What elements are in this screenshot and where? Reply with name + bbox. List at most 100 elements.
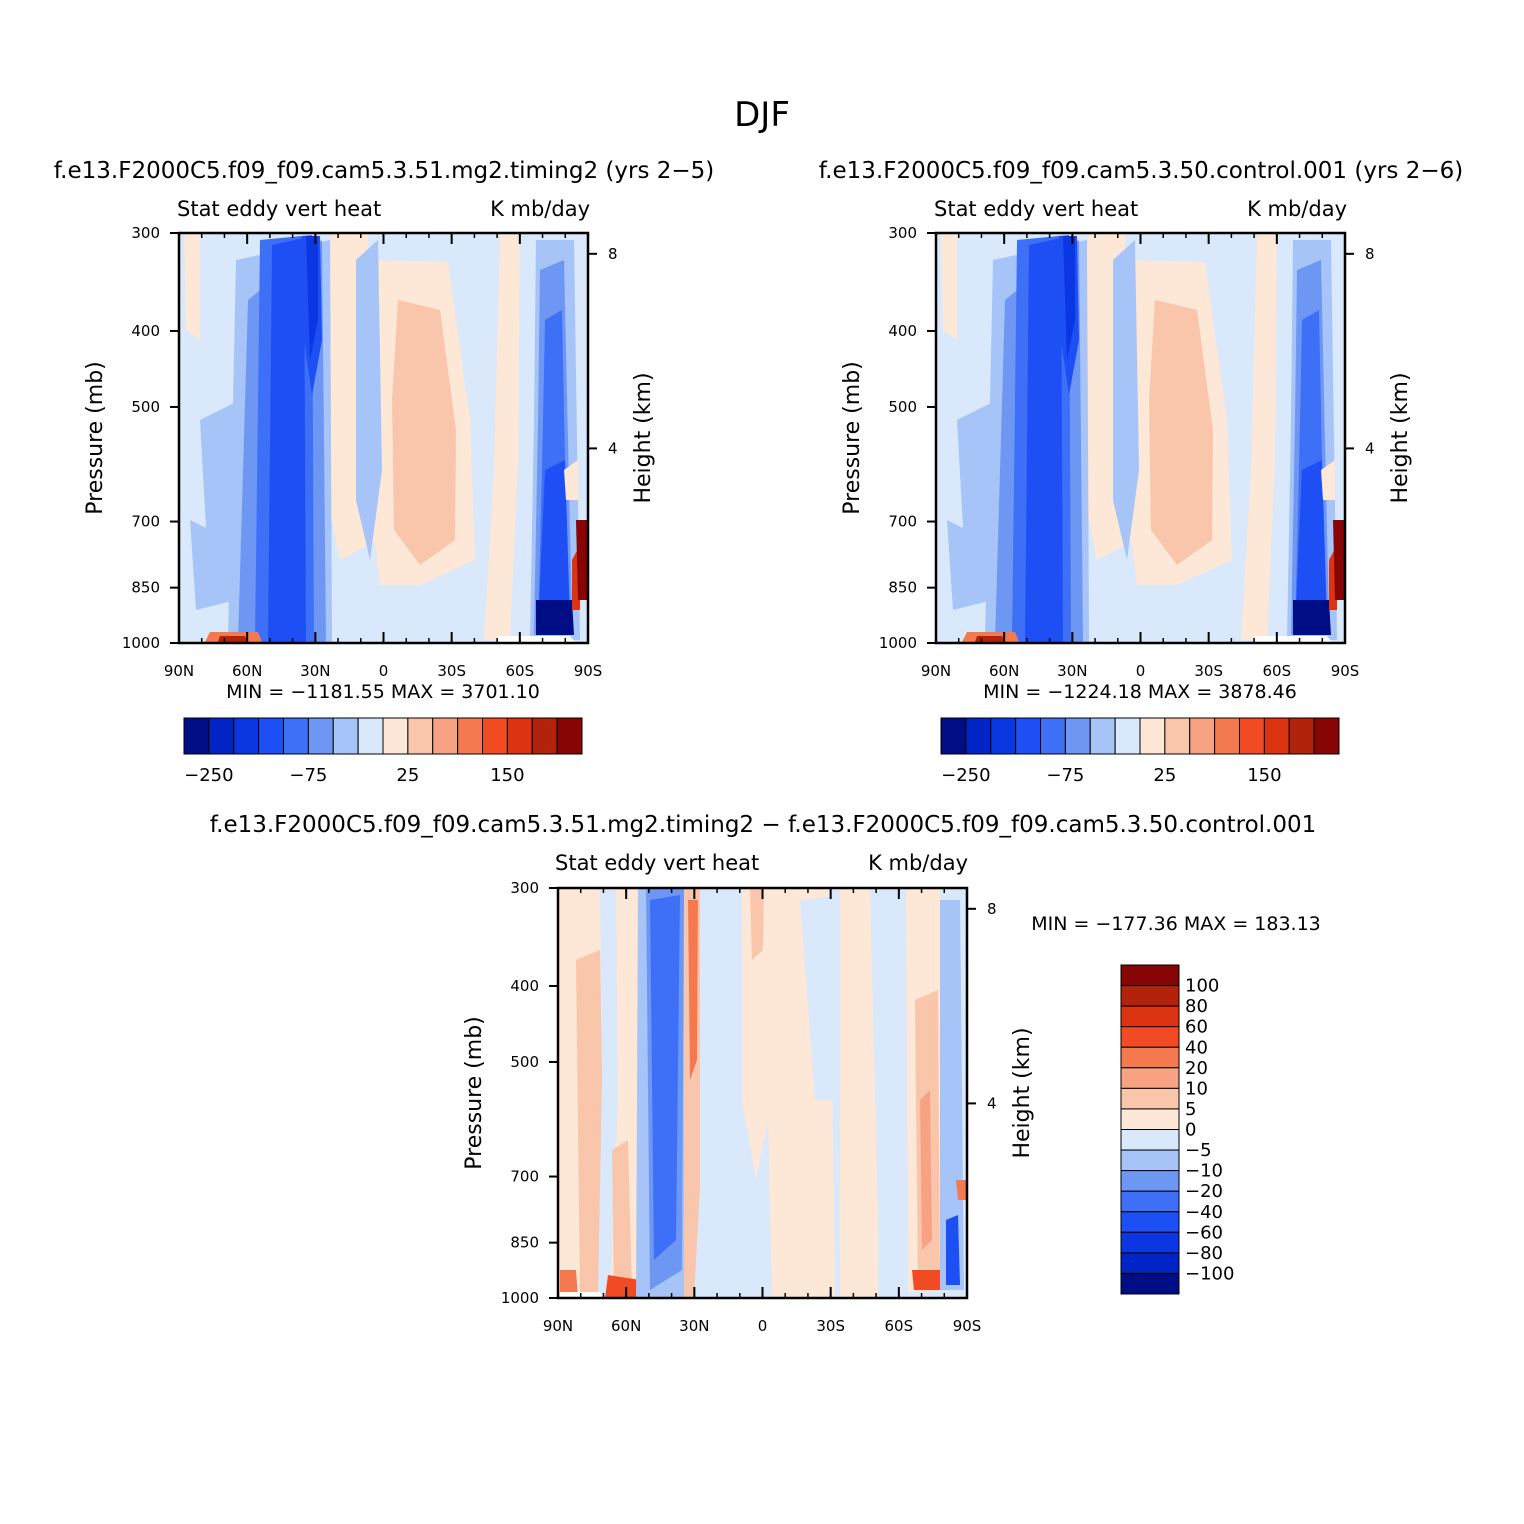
- colorbar-label: 0: [1185, 1120, 1196, 1141]
- height-tick-label: 8: [608, 245, 618, 263]
- panel-3-ylabel-right: Height (km): [1010, 1027, 1035, 1158]
- colorbar-box: [407, 717, 434, 755]
- colorbar-label: 25: [396, 765, 419, 786]
- colorbar-label: −20: [1185, 1181, 1223, 1202]
- colorbar-label: 100: [1185, 976, 1219, 997]
- colorbar-label: −60: [1185, 1222, 1223, 1243]
- colorbar-box: [1120, 964, 1180, 987]
- x-tick-label: 90S: [574, 662, 603, 680]
- colorbar-box: [506, 717, 533, 755]
- colorbar-box: [1120, 1272, 1180, 1295]
- panel-1-left-string: Stat eddy vert heat: [177, 197, 381, 221]
- x-tick-label: 30N: [300, 662, 330, 680]
- panel-2-right-string: K mb/day: [1247, 197, 1347, 221]
- colorbar-box: [531, 717, 558, 755]
- panel-1-ylabel-right: Height (km): [631, 372, 656, 503]
- colorbar-box: [1189, 717, 1216, 755]
- x-tick-label: 30N: [679, 1317, 709, 1335]
- colorbar-label: −250: [941, 765, 990, 786]
- colorbar-box: [1288, 717, 1315, 755]
- panel-3-axes: 90N 60N 30N 0 30S 60S 90S 300 400 500 700 850 1000 8 4: [501, 879, 997, 1335]
- panel-1-axes: 90N 60N 30N 0 30S 60S 90S 300 400 500 700 850 1000 8 4: [122, 224, 618, 680]
- colorbar-box: [1139, 717, 1166, 755]
- colorbar-label: 150: [490, 765, 524, 786]
- x-tick-label: 90S: [953, 1317, 982, 1335]
- colorbar-box: [1015, 717, 1041, 755]
- x-tick-label: 0: [758, 1317, 768, 1335]
- y-tick-label: 850: [888, 579, 917, 597]
- y-tick-label: 500: [131, 398, 160, 416]
- colorbar-label: 5: [1185, 1099, 1196, 1120]
- colorbar-label: −80: [1185, 1243, 1223, 1264]
- height-tick-label: 8: [987, 900, 997, 918]
- colorbar-label: 80: [1185, 996, 1208, 1017]
- y-tick-label: 500: [510, 1053, 539, 1071]
- colorbar-box: [307, 717, 334, 755]
- y-tick-label: 300: [510, 879, 539, 897]
- x-tick-label: 60S: [885, 1317, 914, 1335]
- y-tick-label: 1000: [501, 1289, 539, 1307]
- colorbar-box: [1263, 717, 1290, 755]
- colorbar-box: [556, 717, 583, 755]
- y-tick-label: 400: [888, 322, 917, 340]
- colorbar-label: 25: [1153, 765, 1176, 786]
- x-tick-label: 60N: [989, 662, 1019, 680]
- height-tick-label: 8: [1365, 245, 1375, 263]
- panel-1-min-max: MIN = −1181.55 MAX = 3701.10: [226, 681, 540, 703]
- panel-2-left-string: Stat eddy vert heat: [934, 197, 1138, 221]
- colorbar-box: [482, 717, 508, 755]
- colorbar-box: [1313, 717, 1340, 755]
- panel-1-colorbar: −250 −75 25 150: [183, 717, 583, 786]
- colorbar-box: [1120, 1046, 1180, 1069]
- colorbar-box: [1120, 1170, 1180, 1192]
- x-tick-label: 90N: [164, 662, 194, 680]
- colorbar-box: [990, 717, 1017, 755]
- colorbar-label: −75: [1046, 765, 1084, 786]
- panel-3: f.e13.F2000C5.f09_f09.cam5.3.51.mg2.timi…: [210, 812, 1321, 1335]
- colorbar-box: [183, 717, 210, 755]
- y-tick-label: 400: [510, 977, 539, 995]
- x-tick-label: 30N: [1057, 662, 1087, 680]
- colorbar-box: [1120, 1026, 1180, 1048]
- y-tick-label: 1000: [122, 634, 160, 652]
- y-tick-label: 400: [131, 322, 160, 340]
- panel-1-case-title: f.e13.F2000C5.f09_f09.cam5.3.51.mg2.timi…: [54, 158, 715, 184]
- colorbar-box: [332, 717, 359, 755]
- colorbar-box: [1120, 985, 1180, 1007]
- height-tick-label: 4: [608, 439, 618, 457]
- panel-3-left-string: Stat eddy vert heat: [555, 851, 759, 875]
- panel-2-axes: 90N 60N 30N 0 30S 60S 90S 300 400 500 700 850 1000 8 4: [879, 224, 1375, 680]
- y-tick-label: 1000: [879, 634, 917, 652]
- colorbar-box: [1120, 1005, 1180, 1028]
- panel-2-ylabel-right: Height (km): [1388, 372, 1413, 503]
- colorbar-box: [965, 717, 992, 755]
- panel-1-right-string: K mb/day: [490, 197, 590, 221]
- colorbar-label: 20: [1185, 1058, 1208, 1079]
- panel-2-min-max: MIN = −1224.18 MAX = 3878.46: [983, 681, 1297, 703]
- panel-3-case-title: f.e13.F2000C5.f09_f09.cam5.3.51.mg2.timi…: [210, 812, 1317, 838]
- colorbar-box: [1164, 717, 1191, 755]
- panel-1: f.e13.F2000C5.f09_f09.cam5.3.51.mg2.timi…: [54, 158, 715, 786]
- panel-2-colorbar: −250 −75 25 150: [940, 717, 1340, 786]
- x-tick-label: 60N: [611, 1317, 641, 1335]
- colorbar-label: 10: [1185, 1078, 1208, 1099]
- colorbar-box: [1120, 1129, 1180, 1151]
- colorbar-box: [1214, 717, 1240, 755]
- x-tick-label: 60S: [506, 662, 535, 680]
- colorbar-box: [1120, 1149, 1180, 1172]
- colorbar-box: [1120, 1252, 1180, 1274]
- panel-2-field: [936, 233, 1345, 643]
- panel-2-case-title: f.e13.F2000C5.f09_f09.cam5.3.50.control.…: [819, 158, 1463, 184]
- x-tick-label: 60N: [232, 662, 262, 680]
- colorbar-box: [1064, 717, 1091, 755]
- height-tick-label: 4: [987, 1094, 997, 1112]
- y-tick-label: 700: [510, 1168, 539, 1186]
- panel-3-ylabel: Pressure (mb): [462, 1016, 487, 1170]
- colorbar-box: [1120, 1211, 1180, 1233]
- x-tick-label: 0: [379, 662, 389, 680]
- colorbar-box: [1120, 1231, 1180, 1254]
- colorbar-box: [1120, 1190, 1180, 1213]
- panel-1-field: [179, 233, 588, 643]
